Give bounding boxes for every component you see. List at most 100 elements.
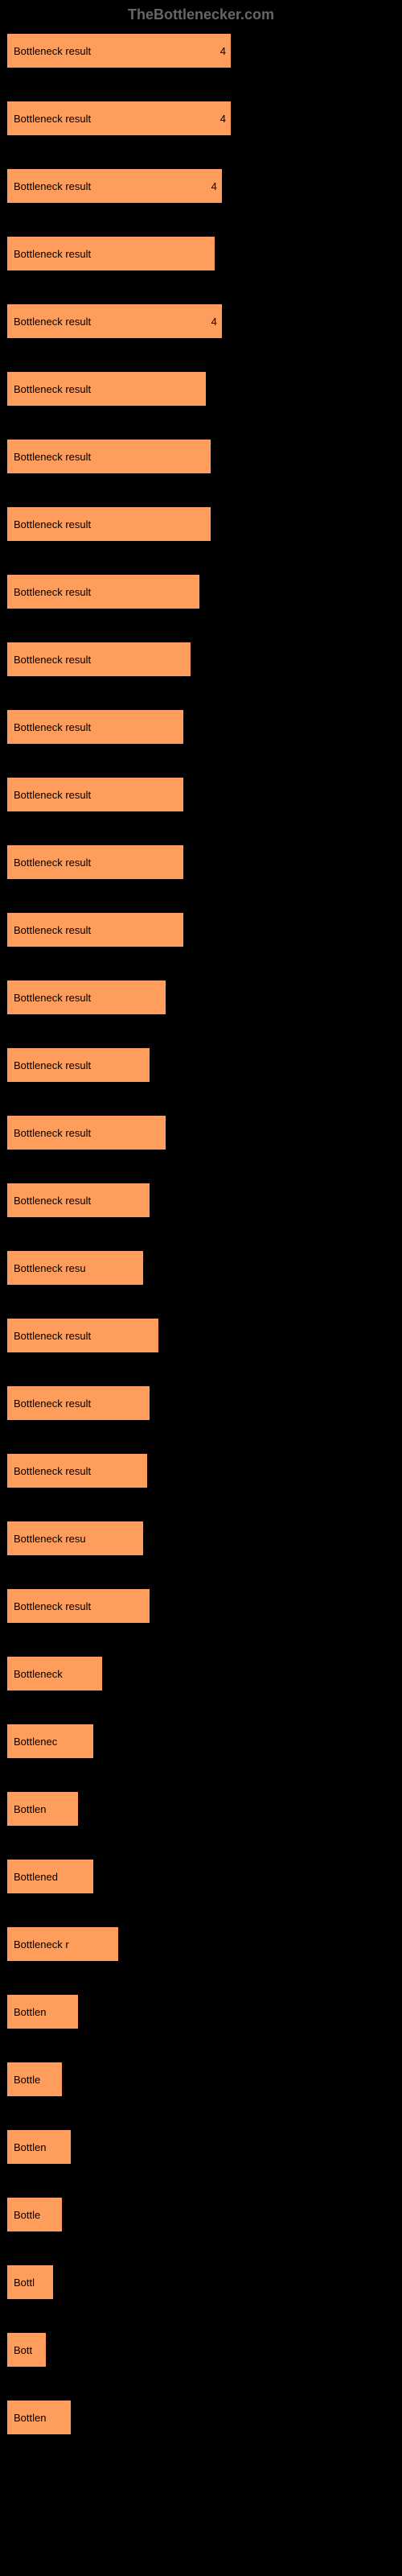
bar-label: Bottlen	[14, 2006, 46, 2018]
bar-label: Bottleneck	[14, 1668, 63, 1680]
bar-label: Bottlened	[14, 1871, 58, 1883]
bar: Bottleneck result	[6, 980, 166, 1015]
bar-row: Bottleneck result	[6, 439, 396, 474]
bar-label: Bottl	[14, 2277, 35, 2289]
bar-label: Bottleneck resu	[14, 1262, 86, 1274]
bar-label: Bottleneck result	[14, 316, 91, 328]
bar-value: 4	[211, 180, 217, 192]
bar-label: Bottleneck result	[14, 992, 91, 1004]
bar-label: Bottleneck resu	[14, 1533, 86, 1545]
bar: Bottleneck result 4	[6, 33, 232, 68]
bar-row: Bottleneck result	[6, 980, 396, 1015]
bar-label: Bottleneck result	[14, 180, 91, 192]
bar-label: Bottleneck result	[14, 113, 91, 125]
bar: Bottleneck result	[6, 439, 211, 474]
bar: Bottleneck result	[6, 236, 215, 271]
bar-chart: Bottleneck result4Bottleneck result4Bott…	[6, 33, 396, 2435]
bar-label: Bottleneck result	[14, 789, 91, 801]
bar-label: Bottleneck result	[14, 924, 91, 936]
bar-row: Bottleneck result	[6, 642, 396, 677]
bar-label: Bottleneck r	[14, 1938, 69, 1951]
bar-row: Bottleneck result	[6, 1183, 396, 1218]
bar-label: Bottleneck result	[14, 248, 91, 260]
bar-value: 4	[211, 316, 217, 328]
bar-row: Bottleneck result 4	[6, 303, 396, 339]
bar: Bottleneck result	[6, 844, 184, 880]
bar-row: Bottleneck result	[6, 574, 396, 609]
bar: Bottleneck result	[6, 912, 184, 947]
bar-label: Bottleneck result	[14, 1127, 91, 1139]
bar-label: Bottleneck result	[14, 451, 91, 463]
bar-label: Bottleneck result	[14, 1397, 91, 1410]
bar-label: Bottleneck result	[14, 654, 91, 666]
bar: Bottleneck result	[6, 371, 207, 407]
bar: Bottleneck result 4	[6, 303, 223, 339]
bar: Bottleneck r	[6, 1926, 119, 1962]
bar: Bottlen	[6, 1994, 79, 2029]
bar-label: Bottleneck result	[14, 1465, 91, 1477]
bar-label: Bottleneck result	[14, 1600, 91, 1612]
bar-label: Bottlen	[14, 2412, 46, 2424]
bar-row: Bottle	[6, 2197, 396, 2232]
bar-row: Bottleneck result	[6, 1588, 396, 1624]
bar-row: Bottleneck result	[6, 1047, 396, 1083]
bar: Bottlen	[6, 2400, 72, 2435]
bar-label: Bottleneck result	[14, 1195, 91, 1207]
bar-label: Bott	[14, 2344, 32, 2356]
bar-row: Bottleneck result	[6, 236, 396, 271]
bar-row: Bottl	[6, 2264, 396, 2300]
bar-label: Bottleneck result	[14, 383, 91, 395]
bar-label: Bottle	[14, 2209, 40, 2221]
bar-row: Bottleneck resu	[6, 1250, 396, 1286]
bar-label: Bottleneck result	[14, 45, 91, 57]
bar-row: Bottleneck result	[6, 1115, 396, 1150]
bar-label: Bottleneck result	[14, 721, 91, 733]
bar: Bottleneck result	[6, 1047, 150, 1083]
bar: Bottleneck result	[6, 1115, 166, 1150]
bar-value: 4	[220, 113, 226, 125]
bar: Bottleneck result	[6, 1318, 159, 1353]
bar-label: Bottlenec	[14, 1736, 57, 1748]
bar-value: 4	[220, 45, 226, 57]
bar-row: Bottleneck r	[6, 1926, 396, 1962]
bar: Bottleneck result	[6, 1453, 148, 1488]
bar-row: Bottleneck result 4	[6, 101, 396, 136]
bar-row: Bottleneck result	[6, 912, 396, 947]
bar: Bottleneck result	[6, 777, 184, 812]
bar: Bottle	[6, 2062, 63, 2097]
bar-row: Bottlened	[6, 1859, 396, 1894]
bar-row: Bottleneck result	[6, 1318, 396, 1353]
bar-row: Bottleneck	[6, 1656, 396, 1691]
bar: Bottleneck result 4	[6, 168, 223, 204]
bar: Bott	[6, 2332, 47, 2368]
bar: Bottleneck result	[6, 709, 184, 745]
bar-label: Bottlen	[14, 1803, 46, 1815]
bar-row: Bottle	[6, 2062, 396, 2097]
bar: Bottleneck result	[6, 1183, 150, 1218]
bar-row: Bottleneck result	[6, 844, 396, 880]
bar: Bottleneck	[6, 1656, 103, 1691]
bar: Bottleneck resu	[6, 1250, 144, 1286]
bar-row: Bottleneck result	[6, 709, 396, 745]
bar-row: Bottleneck result 4	[6, 168, 396, 204]
bar: Bottlen	[6, 1791, 79, 1827]
bar-row: Bottleneck result	[6, 371, 396, 407]
bar-label: Bottleneck result	[14, 1330, 91, 1342]
bar-row: Bottleneck result 4	[6, 33, 396, 68]
bar-row: Bottleneck result	[6, 1385, 396, 1421]
bar: Bottleneck result	[6, 1588, 150, 1624]
bar-label: Bottlen	[14, 2141, 46, 2153]
bar: Bottleneck result 4	[6, 101, 232, 136]
bar-label: Bottleneck result	[14, 1059, 91, 1071]
bar-row: Bottlenec	[6, 1724, 396, 1759]
bar-row: Bottlen	[6, 2400, 396, 2435]
bar: Bottlen	[6, 2129, 72, 2165]
bar-row: Bottleneck result	[6, 506, 396, 542]
bar: Bottleneck result	[6, 574, 200, 609]
bar: Bottlened	[6, 1859, 94, 1894]
bar-row: Bottlen	[6, 1994, 396, 2029]
bar: Bottleneck result	[6, 1385, 150, 1421]
bar-row: Bottleneck result	[6, 777, 396, 812]
bar: Bottleneck resu	[6, 1521, 144, 1556]
bar-label: Bottle	[14, 2074, 40, 2086]
